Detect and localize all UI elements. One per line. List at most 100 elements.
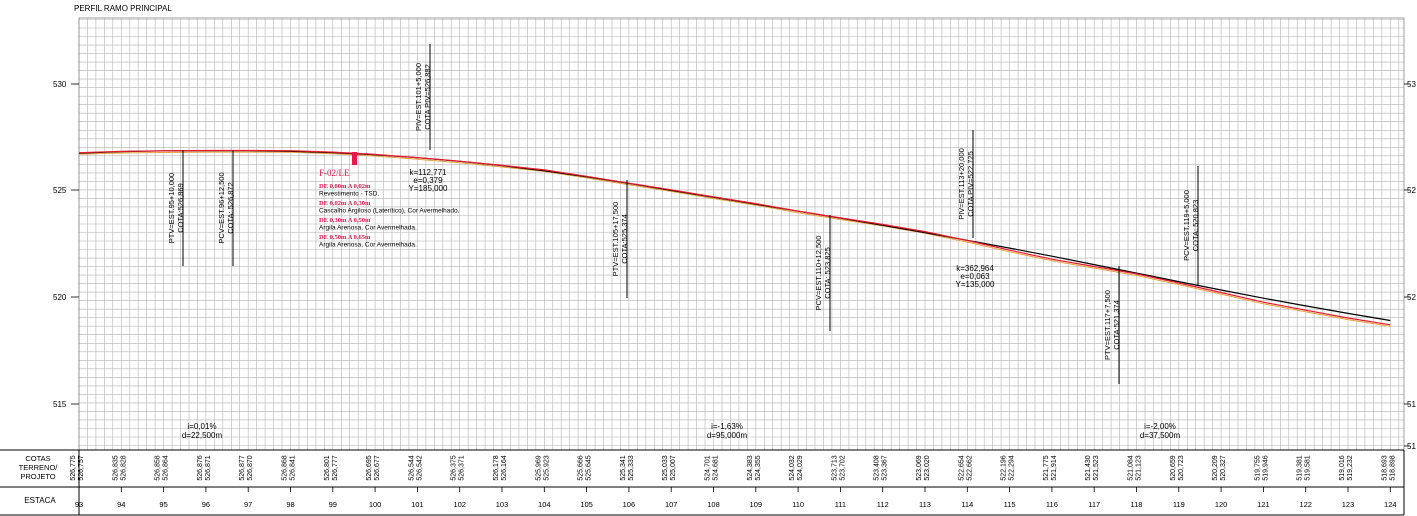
cotas-label: TERRENO/: [19, 463, 59, 472]
cota-projeto: 522,294: [1009, 455, 1016, 480]
vertical-point-station: PTV=EST.95+10,000: [167, 173, 176, 243]
annotations: PTV=EST.95+10,000 COTA:526,869 PCV=EST.96+…: [167, 44, 1200, 440]
cota-projeto: 526,864: [163, 455, 170, 480]
cota-projeto: 526,828: [120, 455, 127, 480]
cota-projeto: 523,702: [839, 455, 846, 480]
cota-projeto: 519,232: [1347, 455, 1354, 480]
estaca-value: 121: [1257, 500, 1270, 509]
estaca-value: 120: [1215, 500, 1228, 509]
grid: [78, 17, 1405, 451]
estaca-value: 123: [1342, 500, 1355, 509]
cota-projeto: 524,681: [713, 455, 720, 480]
elevation-label: 530: [53, 80, 67, 89]
estaca-value: 115: [1004, 500, 1016, 509]
cota-projeto: 526,542: [416, 455, 423, 480]
cota-projeto: 526,677: [374, 455, 381, 480]
estaca-value: 107: [665, 500, 678, 509]
soil-layer-desc: Argila Arenosa, Cor Avermelhada.: [319, 225, 417, 232]
cota-projeto: 525,007: [670, 455, 677, 480]
grid-border: [78, 17, 1405, 451]
soil-layer-range: DE 0,02m A 0,30m: [319, 200, 371, 207]
cota-projeto: 526,371: [459, 455, 466, 480]
cota-terreno: 525,666: [578, 455, 585, 480]
estaca-value: 101: [411, 500, 424, 509]
soil-layer-range: DE 0,50m A 0,65m: [319, 234, 371, 241]
estaca-value: 99: [329, 500, 337, 509]
cota-terreno: 523,069: [916, 455, 923, 480]
cota-projeto: 526,164: [501, 455, 508, 480]
curve-e: e=0,063: [960, 272, 990, 281]
grade-slope: i=0,01%: [187, 422, 216, 431]
cota-terreno: 525,341: [620, 455, 627, 480]
cota-projeto: 522,662: [966, 455, 973, 480]
cota-projeto: 526,757: [78, 455, 85, 480]
cota-terreno: 519,016: [1339, 455, 1346, 480]
soil-sample-title: F-02/LE: [319, 168, 350, 178]
elevation-axis-left: 530 525 520 515: [53, 80, 79, 409]
soil-layer-range: DE 0,30m A 0,50m: [319, 217, 371, 224]
estaca-value: 105: [580, 500, 593, 509]
cota-projeto: 519,581: [1305, 455, 1312, 480]
cota-terreno: 525,033: [662, 455, 669, 480]
cota-terreno: 521,430: [1085, 455, 1092, 480]
table-background: [0, 450, 1404, 516]
elevation-axis-right: 53 52 52 51 51: [1404, 80, 1416, 451]
estaca-value: 102: [453, 500, 466, 509]
soil-layer-desc: Argila Arenosa, Cor Avermelhada.: [319, 242, 417, 249]
vertical-point-station: PCV=EST.110+12,500: [814, 236, 823, 311]
cota-projeto: 524,355: [755, 455, 762, 480]
vertical-point-station: PTV=EST.105+17,500: [611, 202, 620, 277]
cota-projeto: 526,777: [332, 455, 339, 480]
cota-projeto: 518,898: [1389, 455, 1396, 480]
cota-terreno: 526,375: [451, 455, 458, 480]
estaca-value: 109: [750, 500, 763, 509]
cota-terreno: 524,701: [705, 455, 712, 480]
cota-terreno: 520,659: [1170, 455, 1177, 480]
elevation-label: 52: [1407, 293, 1416, 302]
cota-projeto: 520,723: [1178, 455, 1185, 480]
elevation-label: 52: [1407, 186, 1416, 195]
vertical-point-cota: COTA PIV=526,882: [423, 64, 432, 130]
estaca-value: 110: [792, 500, 804, 509]
vertical-point-station: PCV=EST.119+5,000: [1182, 190, 1191, 261]
cota-projeto: 524,029: [797, 455, 804, 480]
cota-projeto: 526,841: [290, 455, 297, 480]
elevation-label: 515: [53, 400, 67, 409]
cota-projeto: 523,367: [882, 455, 889, 480]
soil-layer-desc: Revestimento - TSD.: [319, 191, 379, 198]
cota-terreno: 522,654: [958, 455, 965, 480]
estaca-value: 106: [623, 500, 636, 509]
grade-length: d=95,000m: [707, 431, 748, 440]
vertical-point-station: PCV=EST.96+12,500: [217, 172, 226, 243]
curve-y: Y=185,000: [409, 184, 448, 193]
estaca-value: 93: [75, 500, 83, 509]
offset-line: [78, 151, 1391, 327]
estaca-value: 116: [1046, 500, 1058, 509]
estaca-value: 118: [1131, 500, 1143, 509]
cota-terreno: 526,868: [282, 455, 289, 480]
vertical-point-cota: COTA: 520,823: [1191, 200, 1200, 252]
soil-layer-desc: Cascalho Argiloso (Laterítico), Cor Aver…: [319, 208, 460, 215]
cota-terreno: 526,858: [155, 455, 162, 480]
estaca-value: 100: [369, 500, 382, 509]
vertical-point-station: PIV=EST.113+20,000: [957, 148, 966, 220]
cota-terreno: 526,775: [70, 455, 77, 480]
curve-k: k=112,771: [410, 168, 448, 177]
grade-slope: i=-2,00%: [1144, 422, 1176, 431]
elevation-label: 51: [1407, 400, 1416, 409]
vertical-point-cota: COTA PIV=522,725: [966, 151, 975, 217]
estaca-label: ESTACA: [24, 496, 56, 505]
estaca-value: 114: [961, 500, 973, 509]
estaca-value: 95: [159, 500, 167, 509]
estaca-value: 103: [496, 500, 509, 509]
cota-terreno: 519,381: [1297, 455, 1304, 480]
estaca-value: 124: [1384, 500, 1397, 509]
elevation-label: 520: [53, 293, 67, 302]
cota-projeto: 521,123: [1136, 455, 1143, 480]
cota-terreno: 521,775: [1043, 455, 1050, 480]
cotas-label: PROJETO: [20, 472, 55, 481]
cota-projeto: 525,333: [628, 455, 635, 480]
estaca-value: 104: [538, 500, 551, 509]
